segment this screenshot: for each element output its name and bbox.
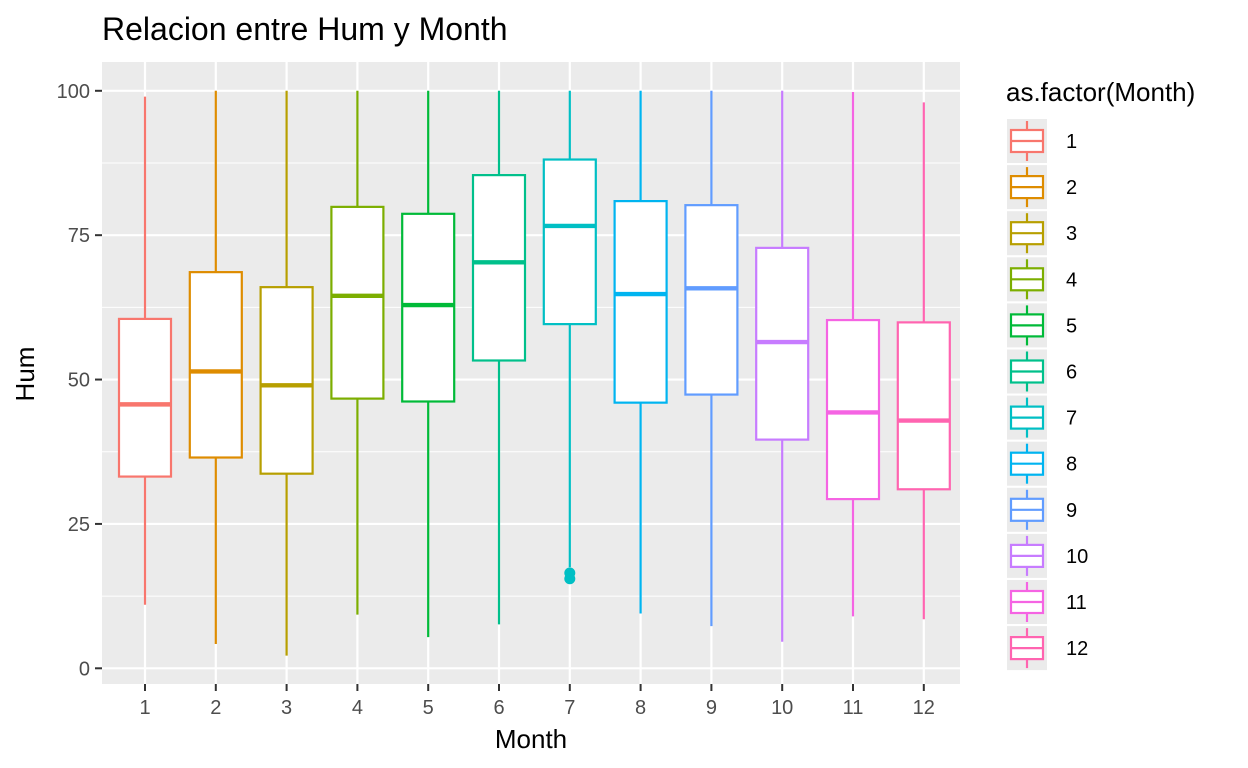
legend-entry-1: 1 [1007,119,1077,163]
legend-label: 5 [1066,315,1077,337]
x-tick-label: 6 [493,697,504,719]
legend-label: 7 [1066,408,1077,430]
x-tick-label: 1 [139,697,150,719]
legend-entry-9: 9 [1007,487,1077,532]
legend-label: 10 [1066,546,1088,568]
legend-entry-12: 12 [1007,626,1088,671]
x-tick-label: 10 [771,697,793,719]
box-month-8 [613,90,668,614]
panel-background [102,62,960,684]
box-month-12 [896,102,951,620]
box-month-10 [755,90,810,642]
legend-label: 9 [1066,500,1077,522]
legend-label: 11 [1066,592,1087,614]
y-axis-title: Hum [10,347,40,402]
legend-entry-4: 4 [1007,257,1077,302]
x-tick-label: 11 [843,697,864,719]
box-month-1 [117,96,173,605]
x-tick-label: 7 [564,697,575,719]
legend-label: 4 [1066,269,1077,291]
x-tick-label: 4 [352,697,363,719]
x-tick-label: 5 [423,697,434,719]
y-tick-label: 75 [68,225,90,247]
legend-label: 2 [1066,177,1077,199]
y-axis: 0 25 50 75 100 [57,81,102,680]
box-month-5 [401,90,456,638]
legend-label: 3 [1066,223,1077,245]
box-month-6 [471,90,527,625]
x-tick-label: 2 [210,697,221,719]
legend-entry-2: 2 [1007,165,1077,210]
box-body [896,321,951,491]
x-axis-title: Month [495,724,567,754]
box-body [401,212,456,403]
x-tick-label: 12 [913,697,935,719]
legend-entry-10: 10 [1007,533,1088,578]
box-body [259,286,314,475]
legend-entry-7: 7 [1007,395,1077,440]
legend-label: 12 [1066,638,1088,660]
legend-entry-11: 11 [1007,580,1087,624]
box-body [471,174,527,362]
x-axis: 1 2 3 4 5 6 7 8 9 10 11 12 [139,684,935,719]
box-month-2 [188,90,243,645]
box-month-3 [259,90,314,656]
box-month-9 [684,90,739,627]
box-month-11 [825,91,881,617]
x-tick-label: 3 [281,697,292,719]
box-month-4 [330,90,385,615]
legend-entry-8: 8 [1007,441,1077,486]
box-body [684,204,739,396]
chart-title: Relacion entre Hum y Month [102,11,508,47]
x-tick-label: 9 [706,697,717,719]
legend-entry-3: 3 [1007,211,1077,256]
outlier-point [564,573,576,585]
legend-label: 1 [1066,131,1077,153]
box-body [542,158,597,326]
box-body [825,318,881,501]
legend-title: as.factor(Month) [1006,77,1195,107]
box-body [188,271,243,459]
legend-label: 6 [1066,362,1077,384]
y-tick-label: 0 [79,658,90,680]
legend-entry-6: 6 [1007,349,1077,394]
y-tick-label: 25 [68,514,90,536]
y-tick-label: 50 [68,370,90,392]
box-month-7 [542,90,597,585]
plot-panel [102,62,960,684]
legend-label: 8 [1066,454,1077,476]
legend-entry-5: 5 [1007,303,1077,348]
box-body [613,200,668,404]
box-body [117,317,173,478]
box-body [330,205,385,400]
y-tick-label: 100 [57,81,90,103]
x-tick-label: 8 [635,697,646,719]
